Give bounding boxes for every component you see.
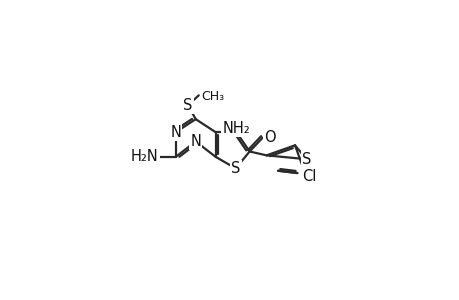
Text: H₂N: H₂N	[131, 149, 158, 164]
Text: CH₃: CH₃	[201, 90, 224, 103]
Text: NH₂: NH₂	[222, 121, 250, 136]
Text: S: S	[183, 98, 192, 113]
Text: N: N	[190, 134, 201, 149]
Text: S: S	[230, 161, 240, 176]
Text: O: O	[263, 130, 275, 145]
Text: N: N	[170, 125, 181, 140]
Text: S: S	[301, 152, 311, 167]
Text: Cl: Cl	[301, 169, 315, 184]
